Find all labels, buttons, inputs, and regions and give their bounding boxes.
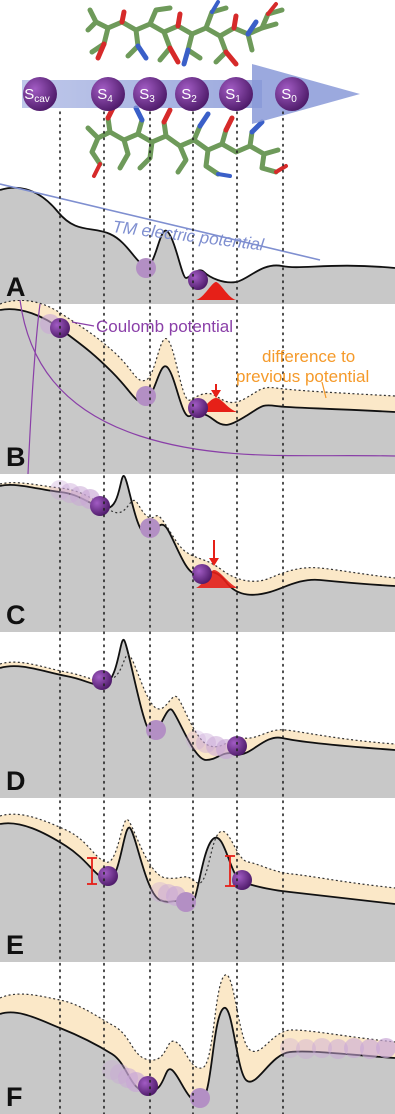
site-label: S2 <box>181 86 197 105</box>
panel-label: B <box>6 442 26 472</box>
ion <box>192 564 212 584</box>
previous-profile-curve <box>0 813 395 889</box>
panel-label: E <box>6 930 24 960</box>
panel-c: C <box>0 475 395 632</box>
ion <box>146 720 166 740</box>
site-4: S4 <box>91 77 125 111</box>
ion <box>186 730 206 750</box>
ion <box>232 870 252 890</box>
ion <box>188 398 208 418</box>
site-sphere <box>219 77 253 111</box>
energy-landscape-panels: A B C D E F <box>0 183 395 1114</box>
site-label: Scav <box>24 86 50 105</box>
difference-pointer <box>321 381 327 399</box>
site-sphere <box>275 77 309 111</box>
selectivity-filter-structure: Scav S4 S3 S2 S1 S0 <box>22 0 360 178</box>
highlight-peak <box>196 282 236 300</box>
panel-e: E <box>0 813 395 962</box>
energy-profile-curve <box>0 639 395 761</box>
ion <box>190 1088 210 1108</box>
site-guide-lines <box>59 111 284 1114</box>
ion <box>344 1038 364 1058</box>
tm-potential-line <box>0 183 321 261</box>
energy-profile-curve <box>0 186 395 284</box>
site-2: S2 <box>175 77 209 111</box>
previous-profile-curve <box>0 974 395 1069</box>
panel-label: C <box>6 600 26 630</box>
site-label: S3 <box>139 86 155 105</box>
highlight-peak <box>196 570 238 588</box>
ion <box>280 1038 300 1058</box>
difference-label-line2: previous potential <box>236 367 369 386</box>
ion <box>136 386 156 406</box>
previous-profile-curve <box>0 482 395 582</box>
lower-molecule-structure <box>85 103 288 178</box>
panel-label: D <box>6 766 26 796</box>
site-sphere <box>91 77 125 111</box>
ion <box>176 892 196 912</box>
ion <box>296 1039 316 1059</box>
ion <box>227 736 247 756</box>
ion <box>138 1076 158 1096</box>
site-sphere <box>175 77 209 111</box>
energy-landscape-fill <box>0 1007 395 1114</box>
coulomb-potential-curve-left <box>27 303 41 474</box>
ion <box>98 866 118 886</box>
energy-landscape-fill <box>0 639 395 798</box>
site-3: S3 <box>133 77 167 111</box>
site-1: S1 <box>219 77 253 111</box>
binding-site-markers: Scav S4 S3 S2 S1 S0 <box>23 77 309 111</box>
energy-landscape-fill <box>0 187 395 304</box>
coulomb-pointer <box>71 321 95 327</box>
site-0: S0 <box>275 77 309 111</box>
coulomb-potential-curve <box>19 300 395 457</box>
ion <box>136 258 156 278</box>
ion <box>360 1039 380 1059</box>
ion <box>90 496 110 516</box>
energy-landscape-fill <box>0 823 395 962</box>
panel-f: F <box>0 974 395 1114</box>
ion <box>376 1038 395 1058</box>
ion <box>92 670 112 690</box>
site-label: S1 <box>225 86 241 105</box>
tm-electric-potential-label: TM electric potential <box>112 217 267 255</box>
panel-d: D <box>0 639 395 798</box>
energy-profile-curve <box>0 308 395 426</box>
panel-a: A <box>0 183 395 304</box>
ion <box>102 1060 122 1080</box>
panel-label: A <box>6 272 26 302</box>
site-label: S4 <box>97 86 113 105</box>
ion <box>188 270 208 290</box>
ion <box>312 1038 332 1058</box>
panel-b: B <box>0 300 395 474</box>
upper-molecule-structure <box>85 0 285 67</box>
arrowhead-icon <box>211 390 221 398</box>
difference-label-line1: difference to <box>262 347 355 366</box>
site-sphere <box>133 77 167 111</box>
site-label: S0 <box>281 86 297 105</box>
arrowhead-icon <box>209 558 219 566</box>
site-cav: Scav <box>23 77 57 111</box>
site-sphere <box>23 77 57 111</box>
energy-landscape-fill <box>0 309 395 474</box>
panel-label: F <box>6 1082 23 1112</box>
coulomb-potential-label: Coulomb potential <box>96 317 233 336</box>
ion <box>328 1039 348 1059</box>
